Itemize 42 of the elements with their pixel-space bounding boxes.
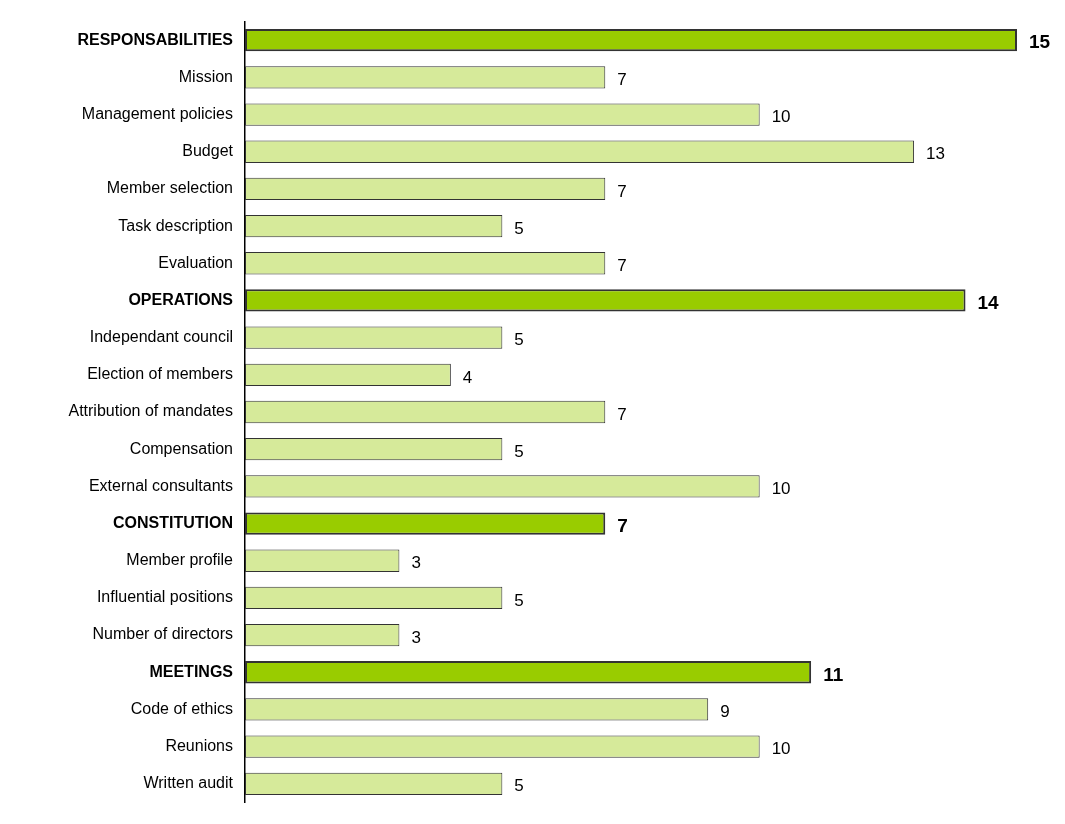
- y-tick-label: Budget: [182, 142, 234, 160]
- data-label: 5: [514, 441, 524, 461]
- y-tick-label: Member selection: [106, 179, 233, 197]
- data-label: 10: [771, 107, 791, 127]
- data-label: 7: [617, 514, 628, 536]
- data-label: 13: [926, 144, 945, 164]
- data-label: 3: [411, 553, 421, 573]
- data-label: 5: [514, 590, 524, 610]
- y-tick-label: Member profile: [126, 551, 234, 569]
- data-label: 7: [617, 181, 627, 201]
- y-tick-label: Mission: [178, 67, 233, 85]
- y-tick-label: Independant council: [89, 328, 233, 346]
- y-tick-label: Influential positions: [96, 588, 233, 606]
- y-tick-label: Evaluation: [158, 253, 233, 271]
- y-tick-label: MEETINGS: [149, 662, 234, 680]
- data-label: 10: [771, 479, 791, 499]
- y-tick-label: External consultants: [88, 476, 233, 494]
- data-label: 5: [514, 330, 524, 350]
- y-tick-label: RESPONSABILITIES: [77, 30, 234, 48]
- data-label: 14: [977, 291, 1000, 313]
- y-tick-label: Number of directors: [92, 625, 233, 643]
- y-tick-label: OPERATIONS: [128, 290, 234, 308]
- y-tick-label: Reunions: [165, 737, 233, 755]
- data-label: 7: [617, 255, 627, 275]
- y-tick-label: Attribution of mandates: [68, 402, 233, 420]
- y-tick-label: Task description: [118, 216, 233, 234]
- y-tick-label: Code of ethics: [130, 699, 233, 717]
- data-label: 7: [617, 70, 627, 90]
- data-label: 5: [514, 776, 524, 796]
- data-label: 11: [823, 663, 844, 685]
- y-tick-label: CONSTITUTION: [113, 513, 233, 531]
- data-label: 10: [771, 739, 791, 759]
- data-label: 4: [462, 367, 473, 387]
- y-tick-label: Written audit: [143, 774, 234, 792]
- data-label: 3: [411, 627, 421, 647]
- y-tick-label: Management policies: [81, 104, 233, 122]
- data-label: 7: [617, 404, 627, 424]
- y-tick-label: Election of members: [87, 365, 233, 383]
- data-label: 5: [514, 218, 524, 238]
- data-label: 15: [1029, 31, 1051, 53]
- data-label: 9: [720, 702, 730, 722]
- y-tick-label: Compensation: [129, 439, 233, 457]
